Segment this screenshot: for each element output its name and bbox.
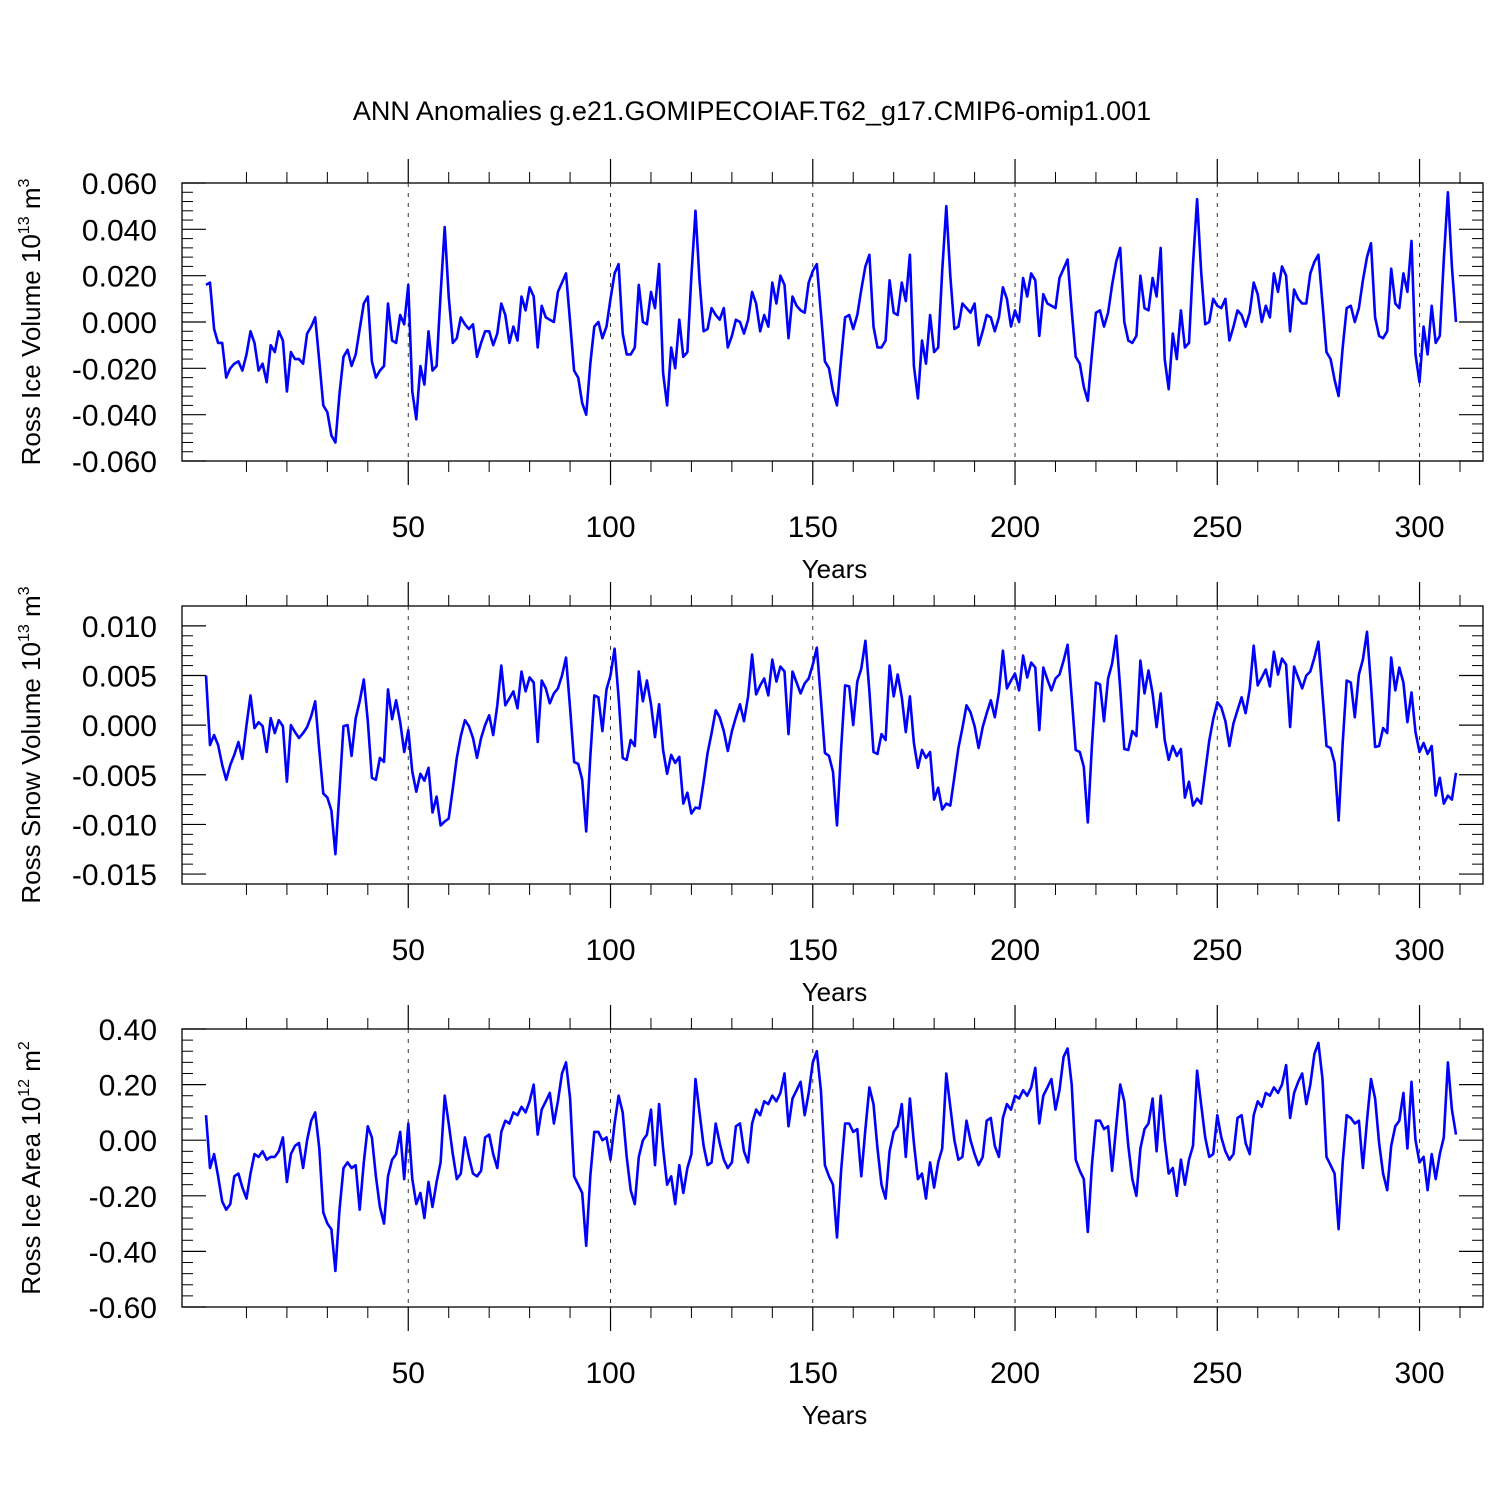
y-tick-label: -0.60 [89,1292,157,1325]
y-axis-label-exponent: 12 [16,1079,33,1097]
x-tick-label: 300 [1395,511,1445,544]
y-axis-label-unit: m [16,595,46,624]
x-tick-label: 200 [990,1357,1040,1390]
x-axis-label: Years [802,1400,868,1430]
y-axis-label: Ross Ice Volume 1013 m3 [16,178,46,465]
y-axis-label-text: Ross Snow Volume 10 [16,642,46,904]
x-tick-label: 50 [392,511,425,544]
y-axis-label-exponent: 13 [16,216,33,234]
y-tick-label: 0.000 [82,710,157,743]
y-tick-label: -0.005 [72,760,157,793]
panel-ice-volume: 50 100 150 200 250 300 -0.060 -0.040 -0.020 0.000… [16,159,1484,584]
y-tick-label: -0.015 [72,859,157,892]
y-axis-label-text: Ross Ice Area 10 [16,1097,46,1295]
plot-frame [181,182,1484,462]
x-tick-label: 150 [788,1357,838,1390]
x-tick-label: 300 [1395,934,1445,967]
y-tick-label: -0.20 [89,1181,157,1214]
x-tick-label: 250 [1192,511,1242,544]
panel-snow-volume: 50 100 150 200 250 300 -0.015 -0.010 -0.005 0.000… [16,582,1484,1007]
y-tick-label: 0.00 [99,1125,157,1158]
x-tick-label: 250 [1192,934,1242,967]
y-axis-label-unit-exponent: 3 [16,178,33,187]
y-axis-label: Ross Snow Volume 1013 m3 [16,586,46,903]
series-line [205,191,1458,444]
x-tick-label: 50 [392,1357,425,1390]
y-axis-label-unit: m [16,1050,46,1079]
x-tick-label: 300 [1395,1357,1445,1390]
x-axis-label: Years [802,977,868,1007]
y-tick-label: 0.010 [82,611,157,644]
y-tick-label: -0.010 [72,809,157,842]
y-tick-label: 0.000 [82,307,157,340]
y-axis-label-exponent: 13 [16,624,33,642]
x-tick-label: 250 [1192,1357,1242,1390]
y-tick-label: -0.060 [72,446,157,479]
x-axis-label: Years [802,554,868,584]
y-axis-label: Ross Ice Area 1012 m2 [16,1041,46,1295]
y-tick-label: 0.40 [99,1014,157,1047]
y-tick-label: 0.040 [82,214,157,247]
y-tick-label: 0.060 [82,168,157,201]
x-tick-label: 100 [585,511,635,544]
y-axis-label-unit-exponent: 2 [16,1041,33,1050]
y-axis-label-text: Ross Ice Volume 10 [16,234,46,465]
figure-title: ANN Anomalies g.e21.GOMIPECOIAF.T62_g17.… [353,96,1151,126]
x-tick-label: 200 [990,934,1040,967]
panel-ice-area: 50 100 150 200 250 300 -0.60 -0.40 -0.20 0.00 0.20… [16,1005,1484,1430]
series-line [204,630,1458,856]
x-tick-label: 100 [585,1357,635,1390]
x-tick-label: 100 [585,934,635,967]
y-tick-label: -0.040 [72,400,157,433]
y-tick-label: 0.20 [99,1070,157,1103]
x-tick-label: 150 [788,511,838,544]
y-tick-label: 0.020 [82,261,157,294]
y-tick-label: -0.020 [72,353,157,386]
y-tick-label: -0.40 [89,1236,157,1269]
y-axis-label-unit: m [16,187,46,216]
series-line [204,1041,1458,1273]
x-tick-label: 200 [990,511,1040,544]
y-tick-label: 0.005 [82,661,157,694]
x-tick-label: 150 [788,934,838,967]
x-tick-label: 50 [392,934,425,967]
y-axis-label-unit-exponent: 3 [16,586,33,595]
plot-frame [181,1028,1484,1308]
plot-frame [181,605,1484,885]
